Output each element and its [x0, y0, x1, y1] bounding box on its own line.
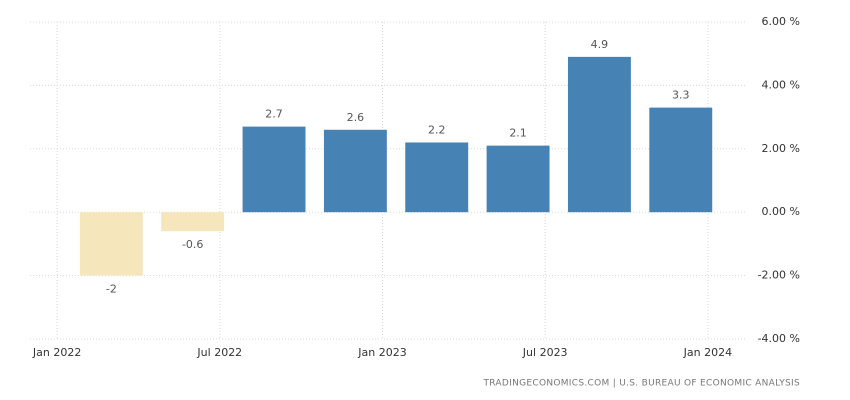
bar	[79, 212, 143, 276]
bar	[161, 212, 225, 232]
bar	[649, 107, 713, 213]
y-tick-label: 6.00 %	[762, 15, 800, 28]
bar	[486, 145, 550, 213]
y-tick-label: -4.00 %	[758, 332, 800, 345]
x-tick-label: Jul 2022	[196, 346, 242, 359]
bar	[405, 142, 469, 213]
value-label: 2.6	[347, 111, 365, 124]
y-tick-label: 4.00 %	[762, 78, 800, 91]
value-label: 2.1	[509, 127, 527, 140]
bar	[242, 126, 306, 213]
x-tick-label: Jan 2023	[357, 346, 406, 359]
x-tick-label: Jul 2023	[522, 346, 568, 359]
y-tick-label: -2.00 %	[758, 269, 800, 282]
y-tick-label: 0.00 %	[762, 205, 800, 218]
x-tick-label: Jan 2022	[32, 346, 81, 359]
bar	[323, 129, 387, 213]
source: TRADINGECONOMICS.COM | U.S. BUREAU OF EC…	[482, 379, 800, 389]
value-label: -2	[106, 283, 117, 296]
x-tick-label: Jan 2024	[683, 346, 732, 359]
value-label: 2.7	[265, 108, 283, 121]
value-label: 4.9	[591, 38, 609, 51]
value-label: 2.2	[428, 123, 446, 136]
y-tick-label: 2.00 %	[762, 142, 800, 155]
value-label: -0.6	[182, 238, 203, 251]
value-label: 3.3	[672, 89, 690, 102]
bar	[567, 56, 631, 213]
